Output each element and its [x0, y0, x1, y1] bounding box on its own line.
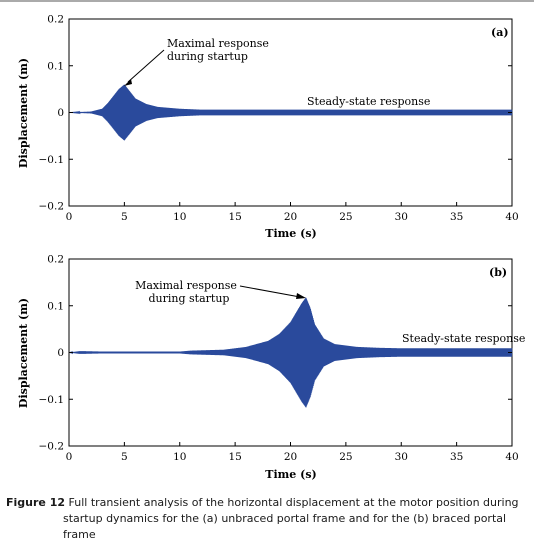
y-tick-label: 0 — [57, 347, 64, 359]
x-tick-label: 15 — [228, 451, 241, 463]
x-tick-label: 40 — [505, 451, 518, 463]
panel-label: (b) — [489, 266, 507, 279]
x-axis-ticks: 0 5 10 15 20 25 30 35 40 — [66, 202, 519, 223]
y-axis-title: Displacement (m) — [17, 58, 30, 168]
x-tick-label: 10 — [173, 211, 186, 223]
x-tick-label: 25 — [339, 211, 352, 223]
y-tick-label: 0.1 — [47, 300, 64, 312]
x-axis-ticks: 0 5 10 15 20 25 30 35 40 — [66, 442, 519, 463]
x-tick-label: 40 — [505, 211, 518, 223]
x-tick-label: 5 — [121, 211, 128, 223]
x-axis-title: Time (s) — [265, 468, 316, 481]
y-tick-label: −0.1 — [39, 394, 65, 406]
x-tick-label: 35 — [450, 451, 463, 463]
figure-canvas: −0.2 −0.1 0 0.1 0.2 0 5 10 15 20 25 30 35 40 Time (s… — [0, 0, 534, 482]
caption-line1: Full transient analysis of the horizonta… — [65, 496, 519, 509]
annotation-steady: Steady-state response — [402, 332, 525, 345]
y-tick-label: 0.2 — [47, 14, 64, 26]
x-tick-label: 35 — [450, 211, 463, 223]
y-axis-title: Displacement (m) — [17, 298, 30, 408]
y-tick-label: −0.2 — [39, 201, 65, 213]
annotation-max-line2: during startup — [167, 50, 248, 63]
chart-panel-b: −0.2 −0.1 0 0.1 0.2 0 5 10 15 20 25 30 35 40 Time (s… — [17, 254, 525, 482]
x-tick-label: 30 — [395, 451, 408, 463]
chart-panel-a: −0.2 −0.1 0 0.1 0.2 0 5 10 15 20 25 30 35 40 Time (s… — [17, 14, 519, 241]
x-tick-label: 25 — [339, 451, 352, 463]
annotation-max-line2: during startup — [149, 292, 230, 305]
x-tick-label: 20 — [284, 451, 297, 463]
x-tick-label: 30 — [395, 211, 408, 223]
annotation-arrowhead — [124, 79, 132, 86]
x-tick-label: 5 — [121, 451, 128, 463]
annotation-arrowhead — [296, 293, 306, 299]
annotation-steady: Steady-state response — [307, 95, 430, 108]
figure-caption: Figure 12 Full transient analysis of the… — [6, 495, 526, 543]
annotation-arrow-shaft — [127, 49, 165, 83]
y-axis-ticks: −0.2 −0.1 0 0.1 0.2 — [39, 14, 512, 213]
y-tick-label: −0.2 — [39, 441, 65, 453]
x-tick-label: 0 — [66, 211, 73, 223]
y-tick-label: 0.2 — [47, 254, 64, 266]
caption-label: Figure 12 — [6, 496, 66, 509]
displacement-series — [68, 84, 513, 141]
x-tick-label: 10 — [173, 451, 186, 463]
panel-label: (a) — [491, 26, 509, 39]
annotation-arrow-shaft — [239, 285, 301, 298]
x-axis-title: Time (s) — [265, 227, 316, 240]
y-tick-label: 0.1 — [47, 60, 64, 72]
annotation-max-line1: Maximal response — [135, 279, 237, 292]
caption-line2: startup dynamics for the (a) unbraced po… — [63, 512, 507, 541]
y-axis-ticks: −0.2 −0.1 0 0.1 0.2 — [39, 254, 512, 453]
x-tick-label: 20 — [284, 211, 297, 223]
x-tick-label: 15 — [228, 211, 241, 223]
displacement-series — [68, 297, 513, 408]
annotation-max-line1: Maximal response — [167, 37, 269, 50]
y-tick-label: 0 — [57, 107, 64, 119]
y-tick-label: −0.1 — [39, 154, 65, 166]
x-tick-label: 0 — [66, 451, 73, 463]
